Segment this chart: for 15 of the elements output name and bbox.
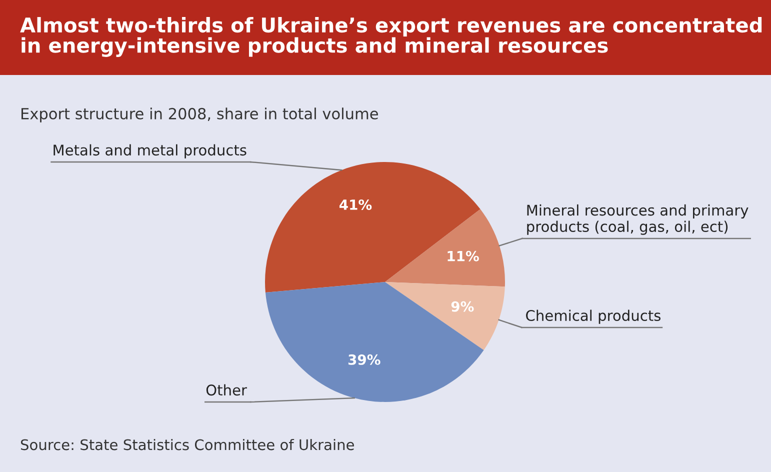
data-label: 11% <box>448 250 479 262</box>
pie-slice <box>385 282 505 350</box>
chart-title: Almost two-thirds of Ukraine’s export revenues are concentrated in energy-intensive products and mineral resources <box>20 17 762 57</box>
source-note: Source: State Statistics Committee of Ukraine <box>20 438 354 450</box>
data-label: 9% <box>451 301 474 312</box>
pie-slice <box>385 209 505 287</box>
slice-label: Other <box>206 384 247 396</box>
slice-label: Metals and metal products <box>54 144 246 158</box>
data-label: 39% <box>348 354 380 365</box>
data-label: 41% <box>339 199 372 210</box>
slice-label: Mineral resources and primary products (coal, gas, oil, ect) <box>527 204 748 235</box>
pie-slice <box>265 162 480 292</box>
slice-label: Chemical products <box>526 310 661 324</box>
chart-subtitle: Export structure in 2008, share in total volume <box>22 108 378 122</box>
pie-slice <box>265 282 484 402</box>
